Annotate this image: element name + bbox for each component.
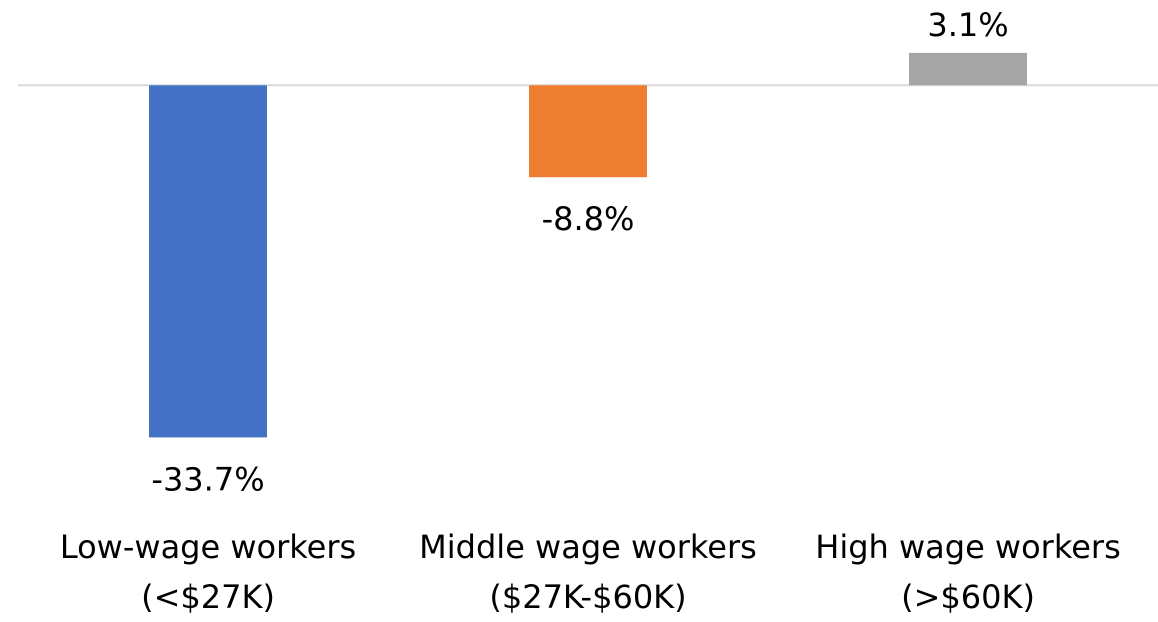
bar (909, 52, 1027, 86)
bar (149, 85, 267, 438)
x-tick-label: Middle wage workers ($27K-$60K) (419, 528, 757, 616)
data-label: -33.7% (151, 460, 264, 498)
x-tick-label: Low-wage workers (<$27K) (59, 528, 357, 616)
data-label: -8.8% (542, 200, 635, 238)
bar (529, 85, 647, 178)
data-label: 3.1% (927, 6, 1008, 44)
x-tick-label: High wage workers (>$60K) (815, 528, 1121, 616)
